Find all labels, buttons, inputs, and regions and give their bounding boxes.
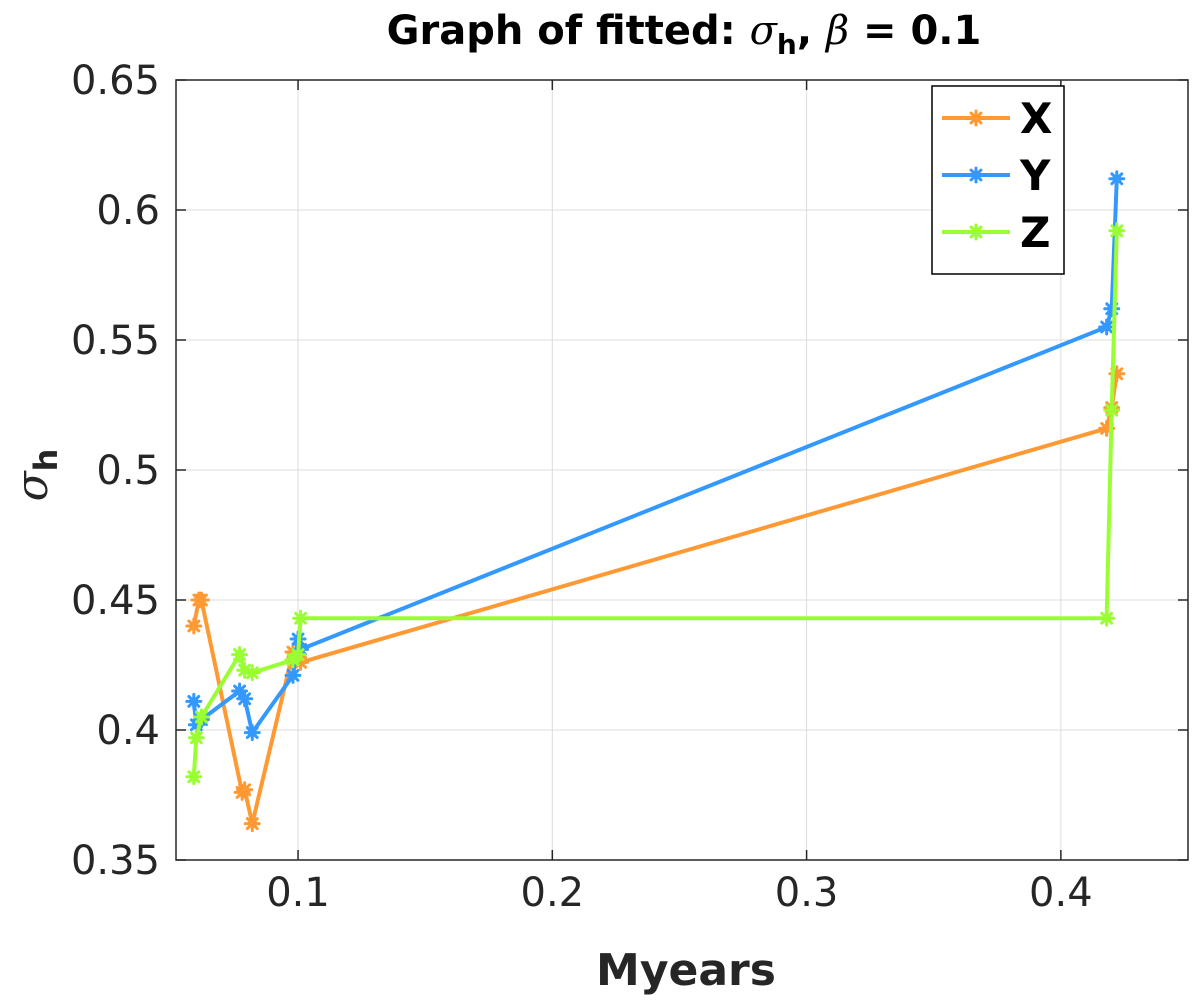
legend: XYZ	[931, 85, 1065, 275]
data-point-z	[192, 708, 210, 726]
series-group	[185, 170, 1126, 833]
data-point-x	[243, 815, 261, 833]
data-point-z	[1108, 222, 1126, 240]
y-tick-label: 0.35	[71, 838, 160, 884]
chart-title: Graph of fitted: σh, β = 0.1	[387, 8, 982, 61]
y-tick-label: 0.65	[71, 58, 160, 104]
series-z	[185, 222, 1126, 786]
data-point-y	[1098, 318, 1116, 336]
data-point-z	[292, 609, 310, 627]
y-tick-label: 0.6	[96, 188, 160, 234]
chart-title-beta: β	[824, 8, 849, 54]
chart-title-sep: ,	[797, 8, 826, 54]
data-point-z	[289, 646, 307, 664]
data-point-z	[1098, 609, 1116, 627]
x-axis-label: Myears	[596, 945, 776, 996]
data-point-y	[284, 666, 302, 684]
data-point-y	[236, 690, 254, 708]
data-point-y	[1108, 170, 1126, 188]
data-point-y	[185, 692, 203, 710]
y-tick-labels: 0.35 0.4 0.45 0.5 0.55 0.6 0.65	[71, 58, 160, 884]
data-point-x	[185, 617, 203, 635]
axes-box	[175, 79, 1189, 861]
data-point-x	[236, 781, 254, 799]
y-tick-label: 0.4	[96, 708, 160, 754]
x-tick-labels: 0.1 0.2 0.3 0.4	[266, 870, 1092, 916]
legend-marker-x	[967, 109, 985, 127]
legend-label-z: Z	[1020, 208, 1050, 257]
legend-items: XYZ	[942, 94, 1052, 257]
legend-label-x: X	[1020, 94, 1052, 143]
legend-marker-y	[967, 166, 985, 184]
y-axis-label-sub: h	[27, 449, 65, 472]
y-tick-label: 0.45	[71, 578, 160, 624]
legend-item-y: Y	[942, 151, 1051, 200]
data-point-z	[185, 768, 203, 786]
data-point-z	[187, 729, 205, 747]
x-tick-label: 0.1	[266, 870, 330, 916]
chart-title-sigma: σ	[750, 8, 779, 54]
y-tick-label: 0.5	[96, 448, 160, 494]
legend-item-x: X	[942, 94, 1052, 143]
legend-label-y: Y	[1019, 151, 1051, 200]
chart-title-prefix: Graph of fitted:	[387, 8, 750, 54]
chart-title-suffix: = 0.1	[849, 8, 981, 54]
x-tick-label: 0.2	[521, 870, 585, 916]
y-axis-label-symbol: σ	[7, 469, 58, 501]
data-point-z	[231, 646, 249, 664]
chart-title-sigma-sub: h	[777, 28, 797, 61]
legend-item-z: Z	[942, 208, 1050, 257]
x-tick-label: 0.3	[775, 870, 839, 916]
legend-marker-z	[967, 223, 985, 241]
data-point-z	[1103, 401, 1121, 419]
data-point-y	[243, 724, 261, 742]
data-point-z	[243, 664, 261, 682]
y-axis-label: σh	[7, 449, 65, 502]
data-point-x	[192, 591, 210, 609]
x-tick-label: 0.4	[1029, 870, 1093, 916]
y-tick-label: 0.55	[71, 318, 160, 364]
